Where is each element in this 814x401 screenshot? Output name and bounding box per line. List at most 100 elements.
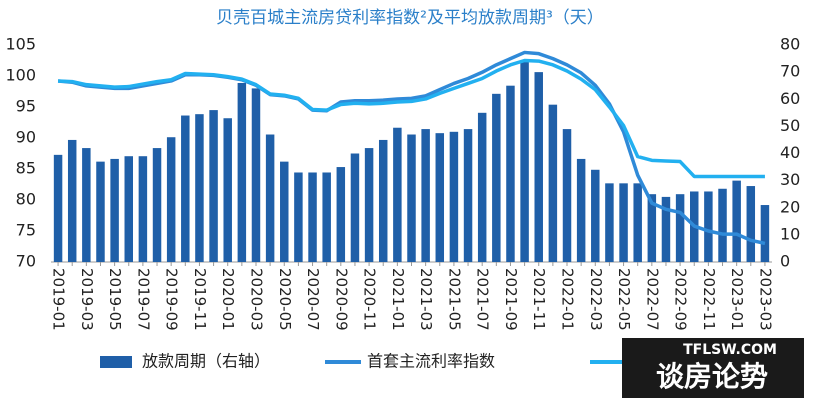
bar (322, 172, 331, 262)
x-tick-label: 2019-09 (163, 268, 181, 331)
y-tick-label: 70 (16, 252, 36, 271)
x-tick-label: 2019-03 (78, 268, 96, 331)
bar (393, 127, 402, 262)
y-tick-label: 90 (16, 128, 36, 147)
x-tick-label: 2020-01 (219, 268, 237, 331)
x-tick-label: 2022-07 (643, 268, 661, 331)
x-tick-label: 2020-09 (332, 268, 350, 331)
x-tick-label: 2020-07 (304, 268, 322, 331)
bar (477, 112, 487, 262)
bar (562, 129, 572, 262)
bar (82, 148, 91, 262)
y2-tick-label: 40 (780, 143, 800, 162)
y-tick-label: 85 (16, 159, 36, 178)
legend-label: 首套主流利率指数 (367, 352, 495, 371)
bar (435, 133, 445, 262)
bar (647, 194, 657, 262)
bar (619, 183, 628, 262)
x-tick-label: 2019-01 (50, 268, 68, 331)
x-tick-label: 2021-09 (502, 268, 520, 331)
bar (350, 153, 360, 262)
x-tick-label: 2021-03 (417, 268, 435, 331)
chart-title: 贝壳百城主流房贷利率指数²及平均放款周期³（天） (216, 8, 604, 28)
bar (53, 154, 63, 262)
bar (449, 131, 459, 262)
y2-tick-label: 30 (780, 170, 800, 189)
bar (124, 156, 133, 262)
bar (718, 188, 727, 262)
y2-tick-label: 80 (780, 35, 800, 54)
bar (534, 72, 543, 262)
bar (166, 137, 176, 262)
bar (265, 134, 275, 262)
bar (704, 191, 713, 262)
y-tick-label: 80 (16, 190, 36, 209)
bar (308, 172, 317, 262)
watermark-url: TFLSW.COM (683, 342, 777, 358)
x-tick-label: 2019-07 (134, 268, 152, 331)
x-tick-label: 2019-05 (106, 268, 124, 331)
y2-tick-label: 10 (780, 224, 800, 243)
x-tick-label: 2022-03 (587, 268, 605, 331)
legend-label: 放款周期（右轴） (142, 352, 270, 371)
bar (407, 134, 416, 262)
x-tick-label: 2021-07 (474, 268, 492, 331)
bar (633, 183, 642, 262)
bar (732, 180, 741, 262)
line (57, 58, 765, 179)
bar (548, 104, 558, 262)
y2-tick-label: 50 (780, 116, 800, 135)
x-tick-label: 2020-11 (361, 268, 379, 331)
y2-tick-label: 60 (780, 89, 800, 108)
bar (138, 156, 148, 262)
bar (336, 167, 346, 262)
x-tick-label: 2020-03 (247, 268, 265, 331)
bar (760, 205, 770, 262)
x-tick-label: 2021-05 (445, 268, 463, 331)
bar (591, 169, 600, 262)
y2-tick-label: 20 (780, 197, 800, 216)
x-tick-label: 2022-09 (672, 268, 690, 331)
bar (605, 183, 614, 262)
bar (251, 88, 261, 263)
bar (294, 172, 303, 262)
bar (492, 93, 501, 262)
bar (96, 161, 105, 262)
x-tick-label: 2023-03 (756, 268, 774, 331)
y-tick-label: 100 (5, 66, 36, 85)
y-tick-label: 75 (16, 221, 36, 240)
y-tick-label: 105 (5, 35, 36, 54)
x-tick-label: 2021-01 (389, 268, 407, 331)
y-tick-label: 95 (16, 97, 36, 116)
x-tick-label: 2022-05 (615, 268, 633, 331)
y2-tick-label: 70 (780, 62, 800, 81)
bar (506, 85, 515, 262)
bar (421, 129, 430, 262)
watermark-bg (622, 338, 804, 398)
x-tick-label: 2020-05 (276, 268, 294, 331)
bar (280, 161, 289, 262)
bar (181, 115, 190, 263)
bar (152, 148, 162, 262)
legend-swatch (100, 356, 132, 368)
bar (195, 114, 204, 262)
bar (209, 110, 218, 262)
bar (223, 118, 232, 262)
bar (110, 158, 119, 262)
y2-tick-label: 0 (780, 252, 790, 271)
x-tick-label: 2023-01 (728, 268, 746, 331)
bar (67, 139, 77, 262)
x-tick-label: 2019-11 (191, 268, 209, 331)
bar (364, 148, 374, 262)
bar (661, 196, 671, 262)
bar (576, 158, 586, 262)
bar (463, 129, 473, 262)
bar (378, 139, 388, 262)
x-tick-label: 2022-01 (559, 268, 577, 331)
bar (520, 61, 529, 263)
bar (237, 82, 247, 262)
x-tick-label: 2021-11 (530, 268, 548, 331)
watermark-name: 谈房论势 (656, 360, 768, 393)
x-tick-label: 2022-11 (700, 268, 718, 331)
